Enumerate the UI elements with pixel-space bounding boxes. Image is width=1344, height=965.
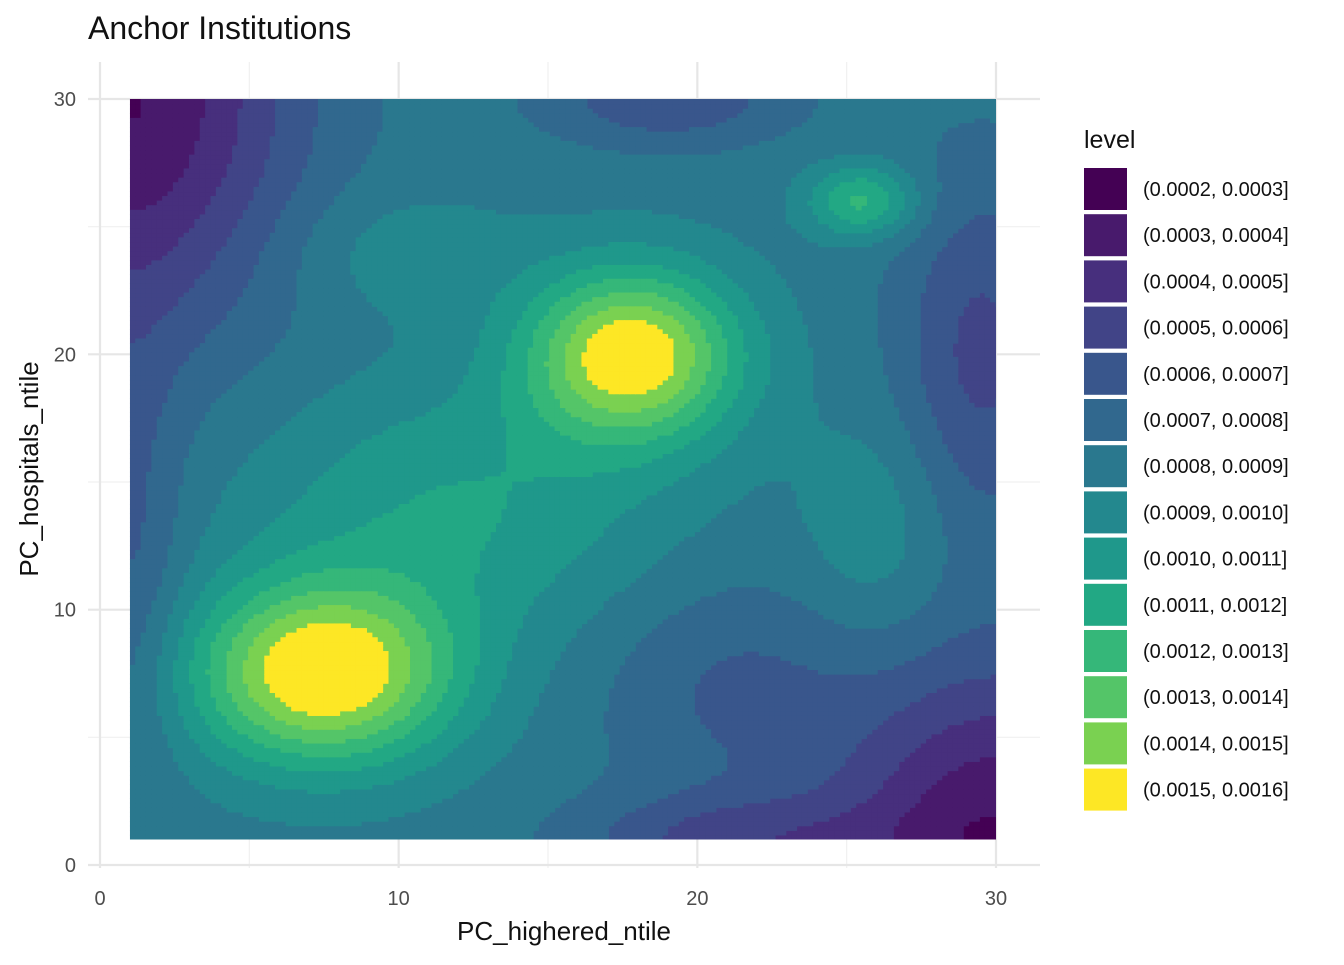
legend-label: (0.0015, 0.0016] [1143,780,1289,802]
x-axis-title: PC_highered_ntile [457,916,671,946]
legend-label: (0.0008, 0.0009] [1143,456,1289,478]
legend-title: level [1084,126,1135,154]
legend-key [1084,307,1127,349]
legend-label: (0.0011, 0.0012] [1143,595,1287,617]
legend-key [1084,168,1127,210]
legend-key [1084,584,1127,626]
legend-label: (0.0004, 0.0005] [1143,271,1289,293]
legend-key [1084,353,1127,395]
chart-title: Anchor Institutions [88,10,351,46]
legend-key [1084,445,1127,487]
legend-label: (0.0007, 0.0008] [1143,410,1289,432]
y-axis-title: PC_hospitals_ntile [14,361,44,576]
legend-key [1084,260,1127,302]
x-tick-label: 0 [94,888,105,910]
legend-label: (0.0012, 0.0013] [1143,641,1289,663]
legend-key [1084,491,1127,533]
x-tick-label: 30 [985,888,1007,910]
legend-key [1084,722,1127,764]
x-tick-label: 10 [388,888,410,910]
y-tick-label: 0 [65,855,76,877]
legend-label: (0.0009, 0.0010] [1143,502,1289,524]
legend-label: (0.0010, 0.0011] [1143,549,1287,571]
y-tick-label: 10 [54,600,76,622]
legend-key [1084,769,1127,811]
legend-label: (0.0003, 0.0004] [1143,225,1289,247]
x-tick-label: 20 [686,888,708,910]
contour-fill [130,95,1002,840]
legend: level (0.0002, 0.0003] (0.0003, 0.0004] (0… [1084,126,1289,811]
legend-key [1084,399,1127,441]
legend-label: (0.0013, 0.0014] [1143,687,1289,709]
legend-label: (0.0002, 0.0003] [1143,179,1289,201]
legend-key [1084,538,1127,580]
legend-label: (0.0014, 0.0015] [1143,733,1289,755]
legend-label: (0.0006, 0.0007] [1143,364,1289,386]
legend-key [1084,214,1127,256]
legend-key [1084,630,1127,672]
legend-key [1084,676,1127,718]
legend-label: (0.0005, 0.0006] [1143,318,1289,340]
y-tick-label: 20 [54,344,76,366]
y-tick-label: 30 [54,89,76,111]
